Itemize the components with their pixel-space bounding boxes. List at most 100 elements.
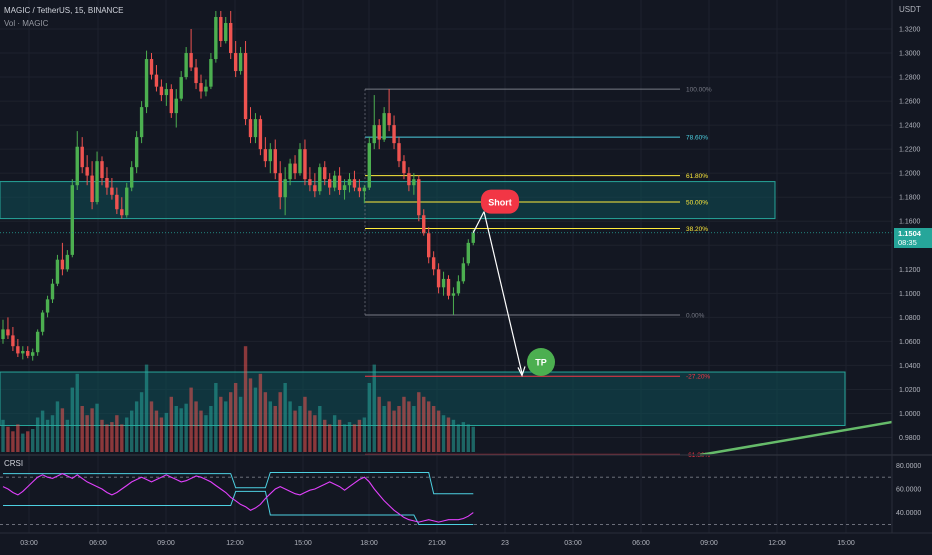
volume-bar: [288, 401, 292, 452]
candle-body: [248, 119, 253, 138]
candle-body: [446, 278, 451, 296]
candle-body: [194, 67, 198, 84]
candle-body: [243, 53, 248, 120]
volume-bar: [441, 415, 446, 452]
volume-bar: [372, 364, 376, 452]
candle-body: [402, 161, 406, 174]
trend-line: [699, 420, 893, 457]
candle-body: [169, 89, 173, 114]
volume-bar: [65, 419, 70, 452]
volume-bar: [427, 401, 431, 452]
tp-label: TP: [535, 358, 547, 368]
volume-bar: [55, 401, 60, 452]
crsi-axis-label: 40.0000: [896, 510, 921, 517]
volume-bar: [85, 415, 89, 452]
price-tick-label: 1.3200: [899, 27, 921, 34]
price-tick-label: 1.2600: [899, 99, 921, 106]
crsi-dynamic-lower: [3, 490, 474, 525]
volume-bar: [417, 392, 421, 452]
resistance-zone: [0, 181, 776, 220]
time-tick-label: 15:00: [294, 540, 312, 547]
volume-bar: [362, 417, 367, 452]
time-tick-label: 12:00: [226, 540, 244, 547]
candle-body: [125, 187, 129, 216]
candle-body: [283, 179, 287, 198]
candle-body: [164, 89, 169, 96]
price-tick-label: 1.0800: [899, 315, 921, 322]
volume-bar: [224, 401, 228, 452]
time-tick-label: 09:00: [700, 540, 718, 547]
candle-body: [238, 53, 243, 72]
candle-body: [60, 259, 65, 270]
volume-bar: [238, 396, 243, 452]
volume-bar: [422, 396, 426, 452]
candle-body: [50, 283, 55, 300]
volume-bar: [258, 373, 263, 452]
candle-body: [90, 175, 94, 203]
volume-bar: [174, 406, 178, 452]
candle-body: [397, 143, 401, 162]
candle-body: [179, 77, 183, 99]
volume-bar: [431, 406, 436, 452]
candle-body: [451, 293, 456, 296]
candle-body: [229, 22, 233, 54]
time-tick-label: 15:00: [837, 540, 855, 547]
price-axis-panel: [892, 0, 932, 455]
price-tick-label: 1.1600: [899, 219, 921, 226]
volume-bar: [436, 410, 441, 452]
volume-bar: [50, 415, 55, 452]
volume-bar: [328, 424, 332, 452]
volume-bar: [6, 426, 10, 452]
candle-body: [293, 163, 297, 174]
candle-body: [45, 299, 50, 313]
candle-body: [6, 329, 10, 336]
candle-body: [130, 167, 134, 188]
candle-body: [362, 187, 367, 192]
time-tick-label: 12:00: [768, 540, 786, 547]
candle-body: [144, 59, 149, 108]
volume-bar: [303, 396, 307, 452]
candle-body: [184, 53, 188, 78]
price-tick-label: 1.0200: [899, 387, 921, 394]
time-tick-label: 09:00: [157, 540, 175, 547]
crsi-line: [2, 472, 474, 523]
candle-body: [224, 22, 228, 42]
current-price-value: 1.1504: [898, 229, 921, 238]
price-tick-label: 1.1800: [899, 195, 921, 202]
entry-leg: [472, 211, 485, 234]
candle-body: [233, 53, 238, 72]
candle-body: [342, 185, 347, 191]
candle-body: [337, 175, 342, 191]
candle-body: [1, 329, 5, 339]
candle-body: [441, 278, 446, 288]
candle-body: [35, 331, 40, 353]
crsi-axis-label: 80.0000: [896, 463, 921, 470]
candle-body: [11, 335, 15, 347]
volume-bar: [456, 424, 461, 452]
volume-bar: [70, 387, 74, 452]
price-tick-label: 1.0400: [899, 363, 921, 370]
candle-body: [134, 137, 139, 168]
volume-bar: [298, 406, 302, 452]
volume-bar: [35, 417, 40, 452]
volume-bar: [229, 392, 233, 452]
crsi-dynamic-upper: [3, 472, 474, 495]
volume-bar: [313, 415, 317, 452]
candle-body: [303, 149, 307, 180]
fib-level-label: 50.00%: [686, 200, 708, 207]
volume-bar: [268, 401, 272, 452]
candle-body: [298, 149, 302, 174]
volume-bar: [80, 406, 84, 452]
fib-level-label: 78.60%: [686, 135, 708, 142]
candle-body: [471, 232, 475, 243]
fib-level-label: 100.00%: [686, 87, 712, 94]
volume-bar: [293, 410, 297, 452]
short-badge: [481, 189, 519, 214]
volume-bar: [154, 410, 159, 452]
volume-bar: [466, 424, 470, 452]
volume-bar: [367, 383, 371, 452]
volume-bar: [159, 417, 164, 452]
volume-bar: [357, 419, 362, 452]
